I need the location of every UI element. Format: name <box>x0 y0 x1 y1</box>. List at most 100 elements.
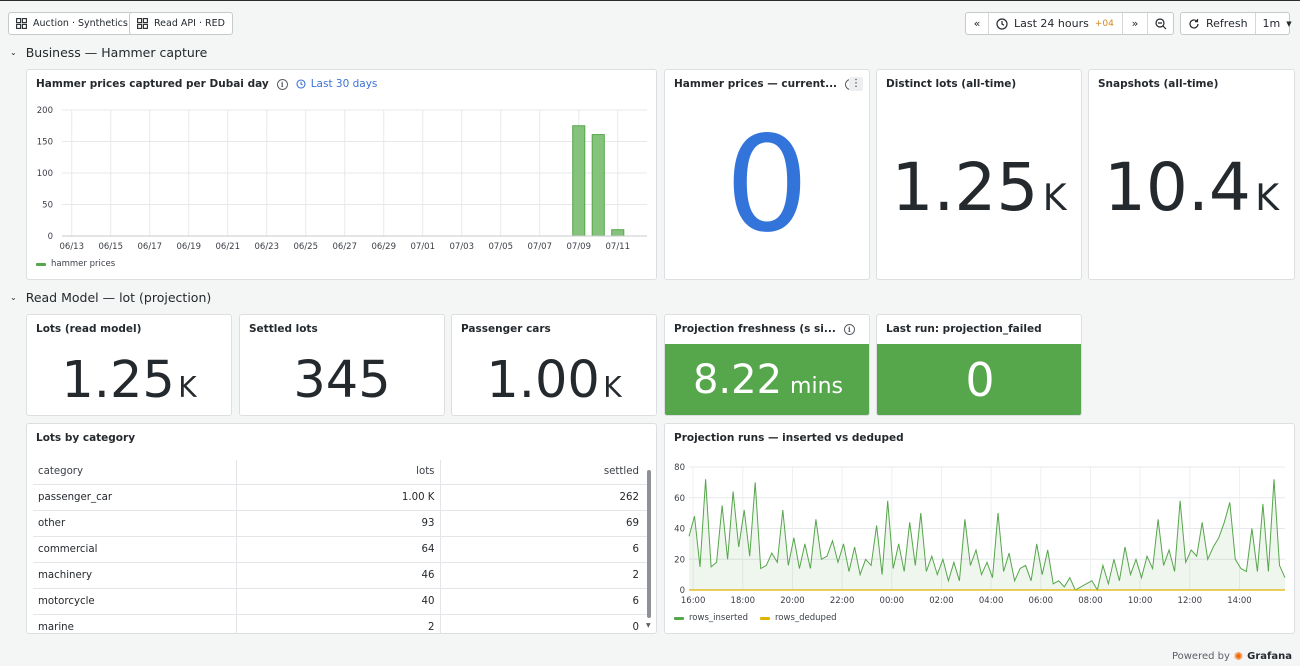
panel-header: Projection runs — inserted vs deduped <box>674 432 904 444</box>
panel-menu-button[interactable]: ⋮ <box>849 77 863 91</box>
time-range-label: Last 24 hours <box>1014 17 1089 30</box>
panel-header: Projection freshness (s si... i <box>674 323 855 335</box>
panel-title: Hammer prices — current... <box>674 78 838 90</box>
x-tick-label: 07/01 <box>411 242 436 252</box>
table-row: other 93 69 <box>33 510 647 537</box>
panel-projection-freshness: Projection freshness (s si... i 8.22 mins <box>664 314 870 416</box>
panel-title: Distinct lots (all-time) <box>886 78 1017 90</box>
stat-unit: K <box>1255 176 1280 219</box>
panel-passenger-cars: Passenger cars 1.00 K <box>451 314 657 416</box>
x-tick-label: 06:00 <box>1029 596 1054 606</box>
y-tick-label: 20 <box>674 555 685 565</box>
time-shift-forward-button[interactable]: » <box>1123 13 1148 34</box>
row-header-read-model[interactable]: ⌄ Read Model — lot (projection) <box>10 290 211 305</box>
time-range-picker[interactable]: Last 24 hours +04 <box>989 13 1123 34</box>
dashboard-link-read-api-red[interactable]: Read API · RED <box>129 12 233 35</box>
x-tick-label: 02:00 <box>929 596 954 606</box>
column-header-category[interactable]: category <box>33 460 236 485</box>
stat-value: 345 <box>293 351 391 410</box>
x-tick-label: 06/21 <box>216 242 241 252</box>
cell-settled: 6 <box>439 588 647 615</box>
zoom-out-button[interactable] <box>1148 13 1173 34</box>
cell-category: motorcycle <box>33 588 236 615</box>
panel-header: Hammer prices captured per Dubai day i L… <box>36 78 377 90</box>
rows-inserted-line <box>688 479 1286 592</box>
legend-label: rows_deduped <box>775 613 837 623</box>
column-header-lots[interactable]: lots <box>235 460 440 485</box>
bar-chart-hammer-prices: 0 50 100 150 200 06/13 06/15 06/17 06/19 06/21 06/… <box>37 106 647 252</box>
kebab-menu-icon: ⋮ <box>851 78 861 89</box>
cell-category: other <box>33 510 236 537</box>
panel-header: Settled lots <box>249 323 318 335</box>
panel-distinct-lots: Distinct lots (all-time) 1.25 K <box>876 69 1082 280</box>
x-tick-label: 04:00 <box>979 596 1004 606</box>
dashboard-link-auction-synthetics[interactable]: Auction · Synthetics <box>8 12 136 35</box>
dashboard-grid-icon <box>137 18 148 29</box>
powered-by-footer: Powered by ✺ Grafana <box>1172 650 1292 663</box>
table-header-row: category lots settled <box>33 460 647 485</box>
stat-unit: mins <box>790 374 843 399</box>
panel-title: Lots (read model) <box>36 323 142 335</box>
chevron-down-icon: ▼ <box>1286 19 1292 28</box>
cell-settled: 2 <box>439 562 647 589</box>
stat-value-container: 10.4 K <box>1089 148 1294 238</box>
scroll-down-arrow-icon[interactable]: ▼ <box>646 622 651 629</box>
stat-value: 0 <box>725 108 809 262</box>
x-tick-label: 07/09 <box>567 242 592 252</box>
y-tick-label: 200 <box>37 106 53 116</box>
refresh-button[interactable]: Refresh <box>1181 13 1256 34</box>
panel-title: Settled lots <box>249 323 318 335</box>
legend-label: rows_inserted <box>689 613 748 623</box>
lots-by-category-table: category lots settled passenger_car 1.00 … <box>33 460 647 633</box>
cell-settled: 0 <box>439 614 647 633</box>
cell-lots: 40 <box>235 588 440 615</box>
y-tick-label: 50 <box>42 201 53 211</box>
panel-header: Lots by category <box>36 432 135 444</box>
x-tick-label: 12:00 <box>1178 596 1203 606</box>
stat-unit: K <box>603 371 622 404</box>
double-chevron-right-icon: » <box>1131 17 1139 30</box>
grafana-logo-icon: ✺ <box>1233 650 1244 663</box>
chevron-down-icon: ⌄ <box>10 48 17 57</box>
panel-title: Passenger cars <box>461 323 551 335</box>
y-tick-label: 40 <box>674 525 685 535</box>
column-header-settled[interactable]: settled <box>439 460 647 485</box>
time-override-badge: Last 30 days <box>296 78 378 90</box>
cell-lots: 64 <box>235 536 440 563</box>
rows-inserted-area <box>689 479 1285 590</box>
table-scrollbar[interactable]: ▼ <box>646 460 652 630</box>
scrollbar-thumb[interactable] <box>647 470 651 618</box>
bar <box>591 134 605 237</box>
cell-lots: 1.00 K <box>235 484 440 511</box>
panel-title: Last run: projection_failed <box>886 323 1042 335</box>
legend-swatch <box>674 616 684 620</box>
stat-value: 1.25 <box>61 351 175 410</box>
legend-label: hammer prices <box>51 259 116 269</box>
panel-title: Lots by category <box>36 432 136 444</box>
cell-settled: 69 <box>439 510 647 537</box>
timeseries-chart-projection-runs: 0 20 40 60 80 16:00 18:00 20:00 22:00 00:00 02:00 0… <box>674 463 1286 606</box>
window-top-border <box>0 0 1300 1</box>
refresh-interval-value: 1m <box>1262 17 1281 30</box>
cell-lots: 46 <box>235 562 440 589</box>
time-shift-back-button[interactable]: « <box>966 13 989 34</box>
x-tick-label: 06/29 <box>372 242 397 252</box>
clock-icon <box>996 17 1008 30</box>
row-header-business[interactable]: ⌄ Business — Hammer capture <box>10 45 207 60</box>
x-tick-label: 06/15 <box>99 242 124 252</box>
x-tick-label: 06/13 <box>60 242 85 252</box>
stat-value: 0 <box>965 353 995 407</box>
stat-value: 10.4 <box>1103 149 1251 226</box>
refresh-interval-picker[interactable]: 1m ▼ <box>1256 13 1298 34</box>
stat-value-container: 1.25 K <box>27 351 231 415</box>
info-icon[interactable]: i <box>276 78 288 90</box>
legend-item-rows-inserted[interactable]: rows_inserted <box>674 613 748 623</box>
x-tick-label: 07/05 <box>489 242 514 252</box>
legend-item-hammer-prices[interactable]: hammer prices <box>36 259 115 269</box>
legend-item-rows-deduped[interactable]: rows_deduped <box>760 613 837 623</box>
info-icon[interactable]: i <box>843 323 855 335</box>
panel-title: Projection runs — inserted vs deduped <box>674 432 904 444</box>
x-tick-label: 06/25 <box>294 242 319 252</box>
time-override-label: Last 30 days <box>310 78 378 90</box>
